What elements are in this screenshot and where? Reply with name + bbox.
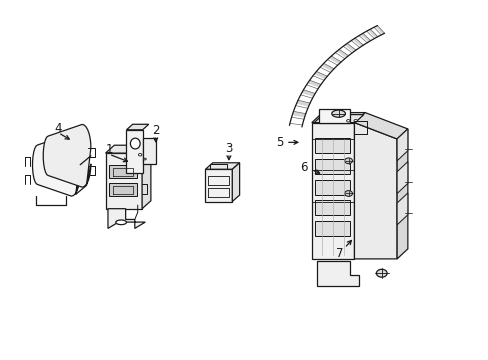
Polygon shape [344, 43, 355, 52]
Polygon shape [311, 113, 365, 123]
Polygon shape [371, 27, 381, 36]
Polygon shape [319, 109, 349, 123]
Polygon shape [304, 85, 317, 92]
Polygon shape [396, 193, 407, 225]
Polygon shape [360, 33, 370, 42]
Ellipse shape [376, 269, 386, 277]
Polygon shape [396, 129, 407, 259]
Polygon shape [352, 38, 363, 47]
Polygon shape [314, 159, 349, 174]
Polygon shape [328, 56, 341, 64]
Polygon shape [33, 134, 80, 196]
Polygon shape [321, 63, 333, 71]
Polygon shape [396, 129, 407, 161]
Polygon shape [374, 26, 384, 34]
Polygon shape [310, 76, 324, 83]
Text: 3: 3 [225, 142, 232, 155]
Text: 4: 4 [54, 122, 62, 135]
Ellipse shape [138, 153, 142, 156]
Polygon shape [126, 130, 142, 173]
Ellipse shape [344, 158, 352, 164]
Ellipse shape [346, 120, 349, 122]
Polygon shape [311, 123, 354, 259]
Polygon shape [109, 165, 137, 178]
Text: 2: 2 [152, 124, 159, 137]
Text: 1: 1 [105, 143, 112, 156]
Polygon shape [301, 90, 315, 96]
Polygon shape [307, 80, 320, 87]
Ellipse shape [353, 120, 357, 122]
Polygon shape [348, 41, 359, 49]
Polygon shape [313, 71, 326, 79]
Polygon shape [232, 163, 239, 202]
Polygon shape [354, 113, 407, 139]
Polygon shape [205, 163, 239, 169]
Ellipse shape [344, 190, 352, 196]
Polygon shape [142, 138, 156, 164]
Polygon shape [126, 124, 148, 130]
Text: 5: 5 [275, 136, 283, 149]
Polygon shape [298, 95, 312, 102]
Polygon shape [316, 261, 358, 286]
Polygon shape [332, 53, 344, 61]
Polygon shape [336, 49, 348, 58]
Polygon shape [105, 145, 151, 153]
Polygon shape [364, 31, 374, 40]
Ellipse shape [130, 138, 140, 149]
Polygon shape [108, 209, 145, 228]
Ellipse shape [143, 158, 146, 160]
Polygon shape [314, 138, 349, 153]
Ellipse shape [331, 110, 345, 117]
Polygon shape [356, 36, 366, 44]
Polygon shape [43, 125, 91, 187]
Polygon shape [340, 46, 351, 55]
Polygon shape [314, 200, 349, 215]
Polygon shape [105, 153, 142, 209]
Polygon shape [294, 105, 307, 112]
Polygon shape [205, 169, 232, 202]
Polygon shape [317, 67, 330, 75]
Polygon shape [314, 221, 349, 236]
Polygon shape [314, 180, 349, 195]
Polygon shape [367, 29, 377, 38]
Text: 6: 6 [300, 161, 307, 174]
Polygon shape [396, 162, 407, 193]
Polygon shape [292, 111, 305, 117]
Ellipse shape [116, 220, 126, 225]
Polygon shape [325, 59, 337, 68]
Text: 7: 7 [335, 247, 343, 260]
Polygon shape [314, 114, 363, 123]
Polygon shape [354, 123, 396, 259]
Polygon shape [296, 100, 309, 107]
Polygon shape [109, 183, 137, 196]
Polygon shape [142, 145, 151, 209]
